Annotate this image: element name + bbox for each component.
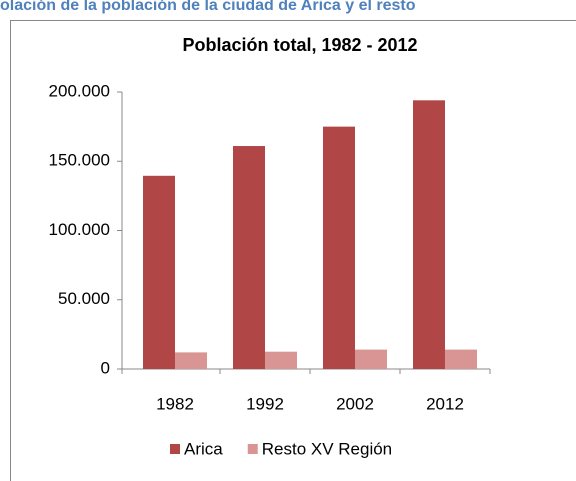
legend-swatch xyxy=(170,444,180,454)
x-tick-label: 1992 xyxy=(246,394,284,413)
bar xyxy=(413,100,445,369)
bar xyxy=(445,349,477,369)
legend-label: Arica xyxy=(184,439,223,458)
bar xyxy=(233,146,265,369)
bar xyxy=(265,351,297,369)
y-tick-label: 100.000 xyxy=(49,220,110,239)
legend-swatch xyxy=(247,444,258,454)
x-tick-label: 2012 xyxy=(426,394,464,413)
x-tick-label: 1982 xyxy=(156,394,194,413)
bar xyxy=(143,175,175,369)
bar xyxy=(323,126,355,369)
y-tick-label: 0 xyxy=(101,358,110,377)
y-tick-label: 50.000 xyxy=(58,289,110,308)
bar xyxy=(175,352,207,369)
x-tick-label: 2002 xyxy=(336,394,374,413)
chart-frame xyxy=(10,20,576,481)
legend-label: Resto XV Región xyxy=(262,439,392,458)
bar xyxy=(355,349,387,369)
y-tick-label: 200.000 xyxy=(49,81,110,100)
page-header: olación de la población de la ciudad de … xyxy=(0,0,416,14)
chart-title: Población total, 1982 - 2012 xyxy=(182,35,417,55)
y-tick-label: 150.000 xyxy=(49,151,110,170)
